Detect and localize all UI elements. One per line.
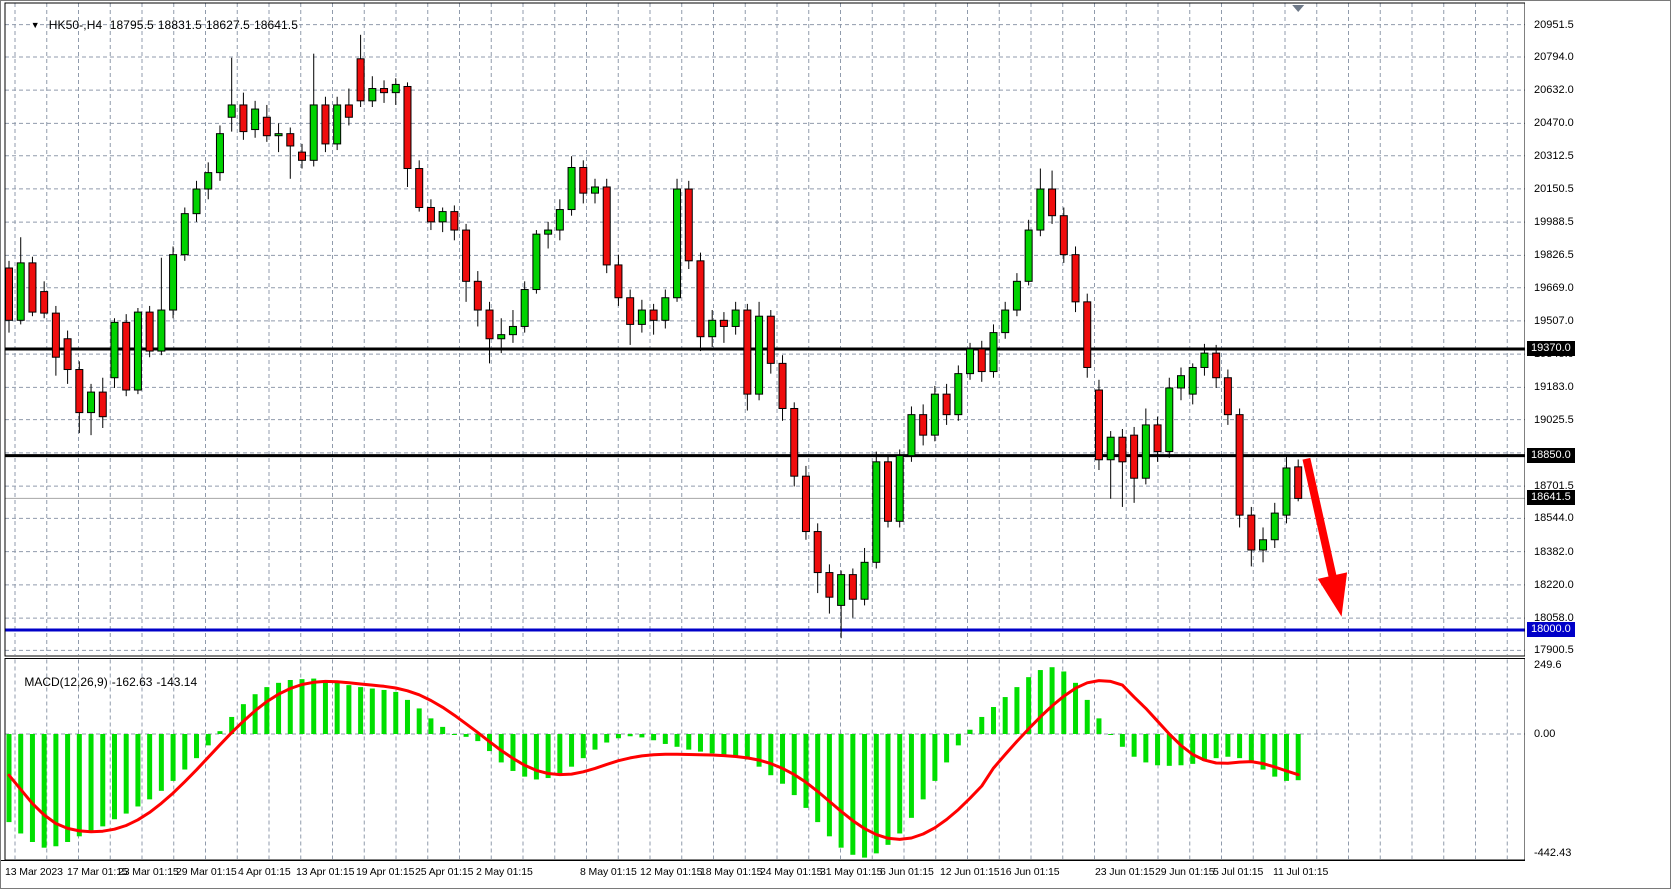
time-tick-label: 8 May 01:15 xyxy=(580,866,637,878)
chart-title: ▼ HK50-,H4 18795.5 18831.5 18627.5 18641.5 xyxy=(17,4,302,46)
time-tick-label: 6 Jun 01:15 xyxy=(880,866,934,878)
chart-title-symbol: HK50-,H4 xyxy=(48,18,103,32)
time-tick-label: 5 Jul 01:15 xyxy=(1213,866,1264,878)
price-level-badge-target-level: 18000.0 xyxy=(1527,622,1575,637)
price-tick-label: 20794.0 xyxy=(1534,50,1574,63)
axis-tick-marks xyxy=(2,24,1531,866)
price-tick-label: 19183.0 xyxy=(1534,381,1574,394)
time-tick-label: 12 May 01:15 xyxy=(640,866,703,878)
price-tick-label: 18382.0 xyxy=(1534,545,1574,558)
ohlc-high-value: 18831.5 xyxy=(157,18,202,32)
grid-lines xyxy=(5,3,1525,859)
price-tick-label: 20312.5 xyxy=(1534,149,1574,162)
candlestick-series xyxy=(5,34,1303,639)
price-tick-label: 19826.5 xyxy=(1534,249,1574,262)
macd-axis-min-label: -442.43 xyxy=(1534,847,1572,859)
price-tick-label: 19669.0 xyxy=(1534,281,1574,294)
price-tick-label: 20632.0 xyxy=(1534,84,1574,97)
time-tick-label: 19 Apr 01:15 xyxy=(356,866,415,878)
ohlc-open-value: 18795.5 xyxy=(109,18,154,32)
time-tick-label: 25 Apr 01:15 xyxy=(415,866,474,878)
symbol-dropdown-icon[interactable]: ▼ xyxy=(30,20,40,30)
time-tick-label: 23 Jun 01:15 xyxy=(1095,866,1155,878)
macd-indicator-name: MACD(12,26,9) xyxy=(24,675,108,689)
price-level-badge-support-level: 18850.0 xyxy=(1527,447,1575,463)
price-level-badge-current-price: 18641.5 xyxy=(1527,490,1575,506)
ohlc-close-value: 18641.5 xyxy=(253,18,299,32)
macd-axis-max-label: 249.6 xyxy=(1534,659,1562,671)
chart-shift-marker-icon xyxy=(1292,5,1305,12)
support-resistance-lines xyxy=(5,347,1525,632)
time-tick-label: 13 Mar 2023 xyxy=(5,866,63,878)
trend-arrow xyxy=(1302,457,1348,617)
price-tick-label: 19988.5 xyxy=(1534,216,1574,229)
macd-signal-line xyxy=(7,679,1300,841)
time-axis[interactable]: 13 Mar 2023 17 Mar 01:15 23 Mar 01:15 29 Ma… xyxy=(1,861,1670,888)
time-tick-label: 18 May 01:15 xyxy=(700,866,763,878)
price-tick-label: 20150.5 xyxy=(1534,182,1574,195)
price-tick-label: 20951.5 xyxy=(1534,18,1574,31)
price-tick-label: 17900.5 xyxy=(1534,644,1574,657)
time-tick-label: 11 Jul 01:15 xyxy=(1273,866,1329,878)
price-axis[interactable]: 249.6 0.00 -442.43 20951.5 20794.0 20632.0… xyxy=(1525,1,1670,861)
time-tick-label: 2 May 01:15 xyxy=(476,866,533,878)
price-tick-label: 18058.0 xyxy=(1534,612,1574,625)
macd-indicator-label: MACD(12,26,9) -162.63 -143.14 xyxy=(11,661,201,703)
time-tick-label: 24 May 01:15 xyxy=(760,866,823,878)
macd-axis-zero-label: 0.00 xyxy=(1534,728,1556,740)
time-tick-label: 12 Jun 01:15 xyxy=(940,866,1000,878)
time-tick-label: 31 May 01:15 xyxy=(820,866,883,878)
time-tick-label: 29 Mar 01:15 xyxy=(176,866,237,878)
macd-histogram xyxy=(6,667,1301,858)
macd-signal-value: -143.14 xyxy=(156,675,198,689)
time-tick-label: 13 Apr 01:15 xyxy=(296,866,355,878)
price-tick-label: 18220.0 xyxy=(1534,578,1574,591)
time-tick-label: 29 Jun 01:15 xyxy=(1155,866,1215,878)
time-tick-label: 17 Mar 01:15 xyxy=(67,866,128,878)
macd-main-value: -162.63 xyxy=(111,675,153,689)
price-tick-label: 20470.0 xyxy=(1534,117,1574,130)
ohlc-low-value: 18627.5 xyxy=(205,18,250,32)
price-tick-label: 19025.5 xyxy=(1534,413,1574,426)
time-tick-label: 23 Mar 01:15 xyxy=(118,866,179,878)
price-tick-label: 18544.0 xyxy=(1534,512,1574,525)
price-level-badge-resistance-level: 19370.0 xyxy=(1527,341,1575,356)
price-tick-label: 19507.0 xyxy=(1534,314,1574,327)
pane-borders xyxy=(1,2,1670,861)
time-tick-label: 4 Apr 01:15 xyxy=(238,866,291,878)
time-tick-label: 16 Jun 01:15 xyxy=(1000,866,1060,878)
price-tick-label: 18701.5 xyxy=(1534,480,1574,493)
